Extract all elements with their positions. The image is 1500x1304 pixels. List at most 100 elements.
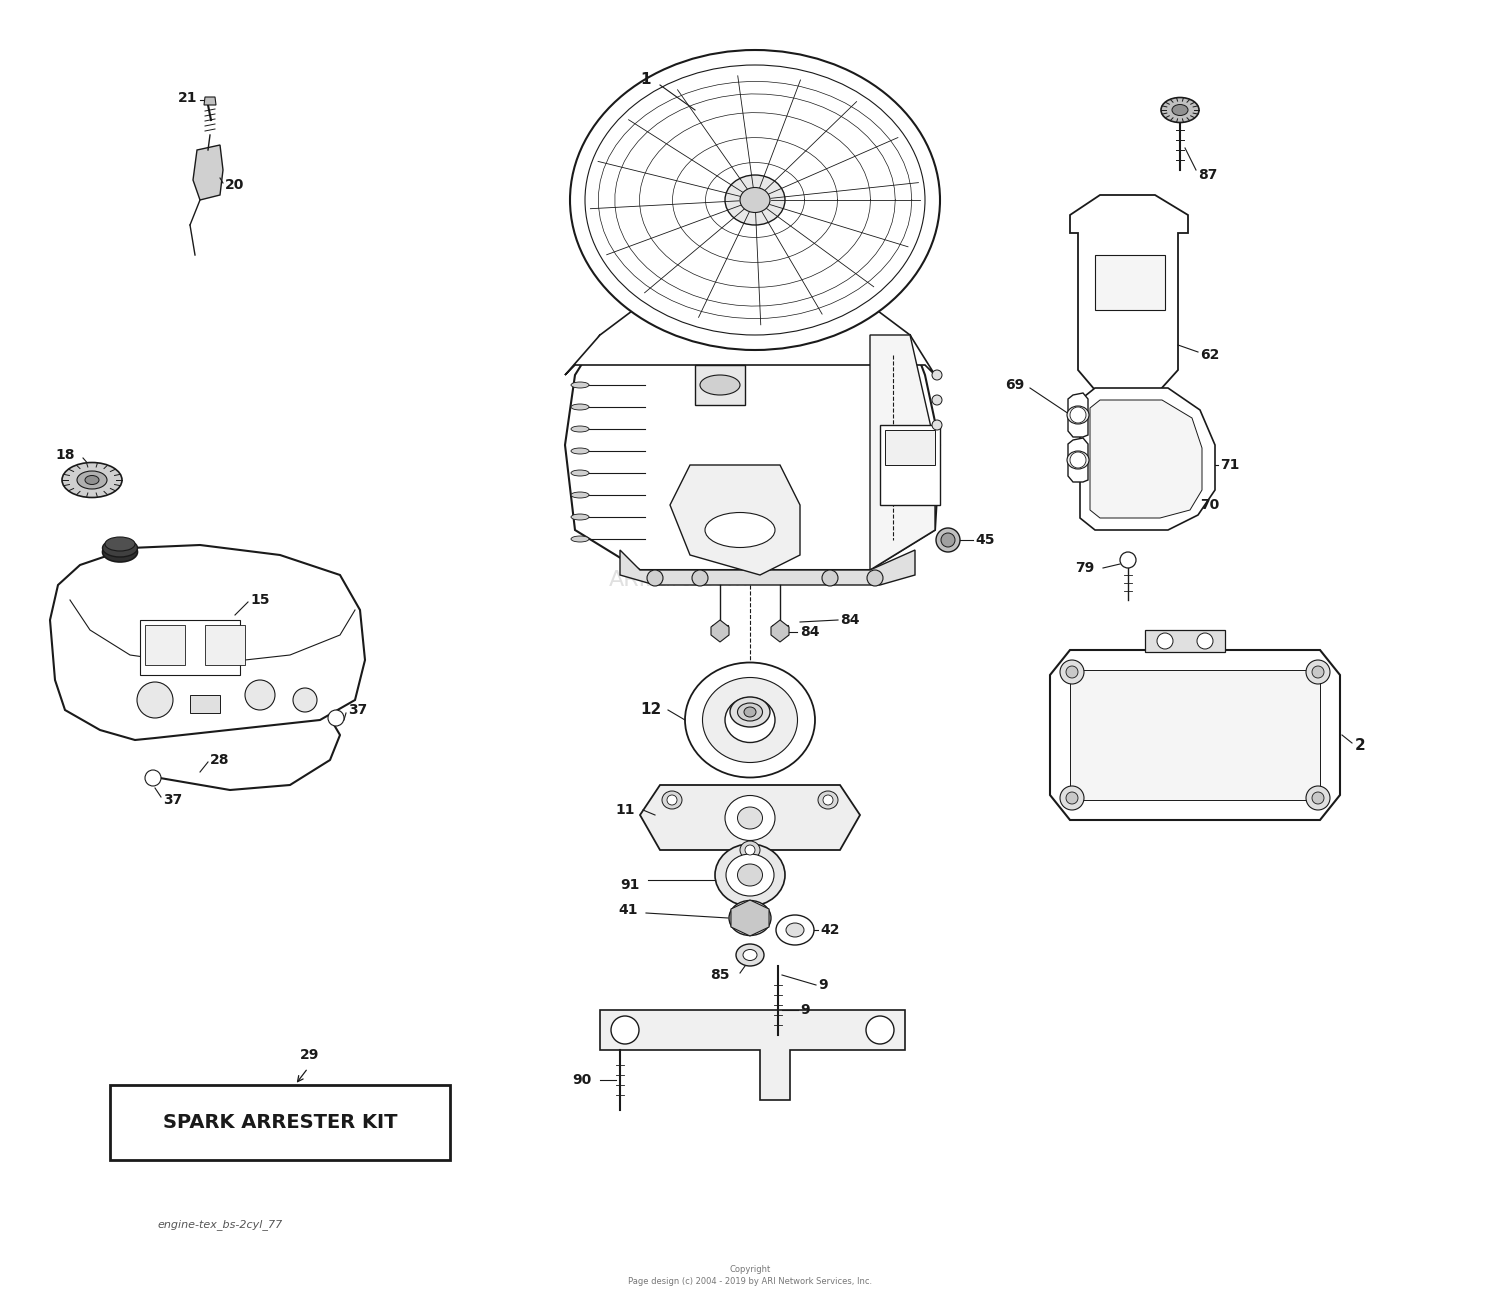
Polygon shape [194, 145, 224, 200]
Bar [140, 619, 240, 675]
Ellipse shape [700, 376, 740, 395]
Ellipse shape [738, 865, 762, 885]
Ellipse shape [86, 476, 99, 485]
Polygon shape [870, 335, 934, 570]
Text: SPARK ARRESTER KIT: SPARK ARRESTER KIT [162, 1114, 398, 1132]
Polygon shape [640, 785, 860, 850]
Text: Page design (c) 2004 - 2019 by ARI Network Services, Inc.: Page design (c) 2004 - 2019 by ARI Netwo… [628, 1278, 872, 1287]
Ellipse shape [62, 463, 122, 498]
Text: 21: 21 [178, 91, 198, 106]
Circle shape [746, 845, 754, 855]
Text: 18: 18 [56, 449, 75, 462]
Polygon shape [1090, 400, 1202, 518]
Circle shape [1066, 792, 1078, 805]
Polygon shape [1070, 196, 1188, 390]
Text: 62: 62 [1200, 348, 1219, 363]
Ellipse shape [1172, 104, 1188, 116]
Bar [110, 1085, 450, 1161]
Circle shape [1066, 666, 1078, 678]
Text: 71: 71 [1220, 458, 1239, 472]
Text: 42: 42 [821, 923, 840, 938]
Ellipse shape [1066, 451, 1089, 469]
Circle shape [1306, 660, 1330, 685]
Polygon shape [50, 545, 364, 739]
Text: 79: 79 [1076, 561, 1094, 575]
Circle shape [1156, 632, 1173, 649]
Bar [146, 625, 184, 665]
Circle shape [932, 420, 942, 430]
Ellipse shape [572, 404, 590, 409]
Ellipse shape [105, 537, 135, 552]
Text: 2: 2 [1354, 738, 1365, 752]
Text: 41: 41 [618, 902, 638, 917]
Polygon shape [204, 96, 216, 106]
Text: engine-tex_bs-2cyl_77: engine-tex_bs-2cyl_77 [158, 1219, 282, 1231]
Ellipse shape [102, 542, 138, 562]
Ellipse shape [705, 512, 776, 548]
Ellipse shape [102, 539, 138, 557]
Text: 84: 84 [840, 613, 860, 627]
Circle shape [936, 528, 960, 552]
Text: 11: 11 [615, 803, 634, 818]
Circle shape [610, 1016, 639, 1045]
Ellipse shape [572, 426, 590, 432]
Circle shape [1070, 407, 1086, 422]
Ellipse shape [572, 382, 590, 389]
Ellipse shape [724, 175, 784, 226]
Polygon shape [730, 900, 770, 936]
Ellipse shape [740, 841, 760, 859]
Text: 20: 20 [225, 179, 245, 192]
Ellipse shape [572, 514, 590, 520]
Ellipse shape [572, 492, 590, 498]
Circle shape [865, 1016, 894, 1045]
Ellipse shape [585, 65, 926, 335]
Ellipse shape [76, 471, 106, 489]
Ellipse shape [1161, 98, 1198, 123]
Ellipse shape [776, 915, 814, 945]
Circle shape [940, 533, 956, 546]
Ellipse shape [716, 844, 784, 906]
Text: ARIPartscom™: ARIPartscom™ [609, 570, 771, 591]
Ellipse shape [724, 698, 776, 742]
Ellipse shape [572, 449, 590, 454]
Ellipse shape [662, 792, 682, 808]
Text: 85: 85 [711, 968, 729, 982]
Ellipse shape [730, 698, 770, 728]
Bar [880, 425, 940, 505]
Text: 15: 15 [251, 593, 270, 606]
Text: 9: 9 [818, 978, 828, 992]
Ellipse shape [572, 536, 590, 542]
Circle shape [932, 395, 942, 406]
Text: 1: 1 [640, 73, 651, 87]
Circle shape [822, 570, 839, 585]
Text: 91: 91 [620, 878, 639, 892]
Bar [1095, 256, 1166, 310]
Ellipse shape [738, 703, 762, 721]
Bar [1144, 630, 1226, 652]
Ellipse shape [726, 854, 774, 896]
Ellipse shape [740, 188, 770, 213]
Polygon shape [1068, 438, 1088, 482]
Circle shape [692, 570, 708, 585]
Circle shape [1306, 786, 1330, 810]
Circle shape [932, 370, 942, 379]
Ellipse shape [738, 908, 762, 928]
Circle shape [1312, 666, 1324, 678]
Circle shape [1060, 786, 1084, 810]
Text: 87: 87 [1198, 168, 1218, 183]
Ellipse shape [738, 807, 762, 829]
Ellipse shape [570, 50, 940, 349]
Text: Copyright: Copyright [729, 1265, 771, 1274]
Circle shape [136, 682, 172, 719]
Polygon shape [566, 305, 934, 376]
Circle shape [867, 570, 883, 585]
Text: 37: 37 [164, 793, 183, 807]
Circle shape [292, 689, 316, 712]
Bar [712, 625, 728, 635]
Bar [694, 365, 746, 406]
Ellipse shape [702, 678, 798, 763]
Bar [206, 625, 245, 665]
Circle shape [146, 769, 160, 786]
Ellipse shape [786, 923, 804, 938]
Polygon shape [1068, 393, 1088, 437]
